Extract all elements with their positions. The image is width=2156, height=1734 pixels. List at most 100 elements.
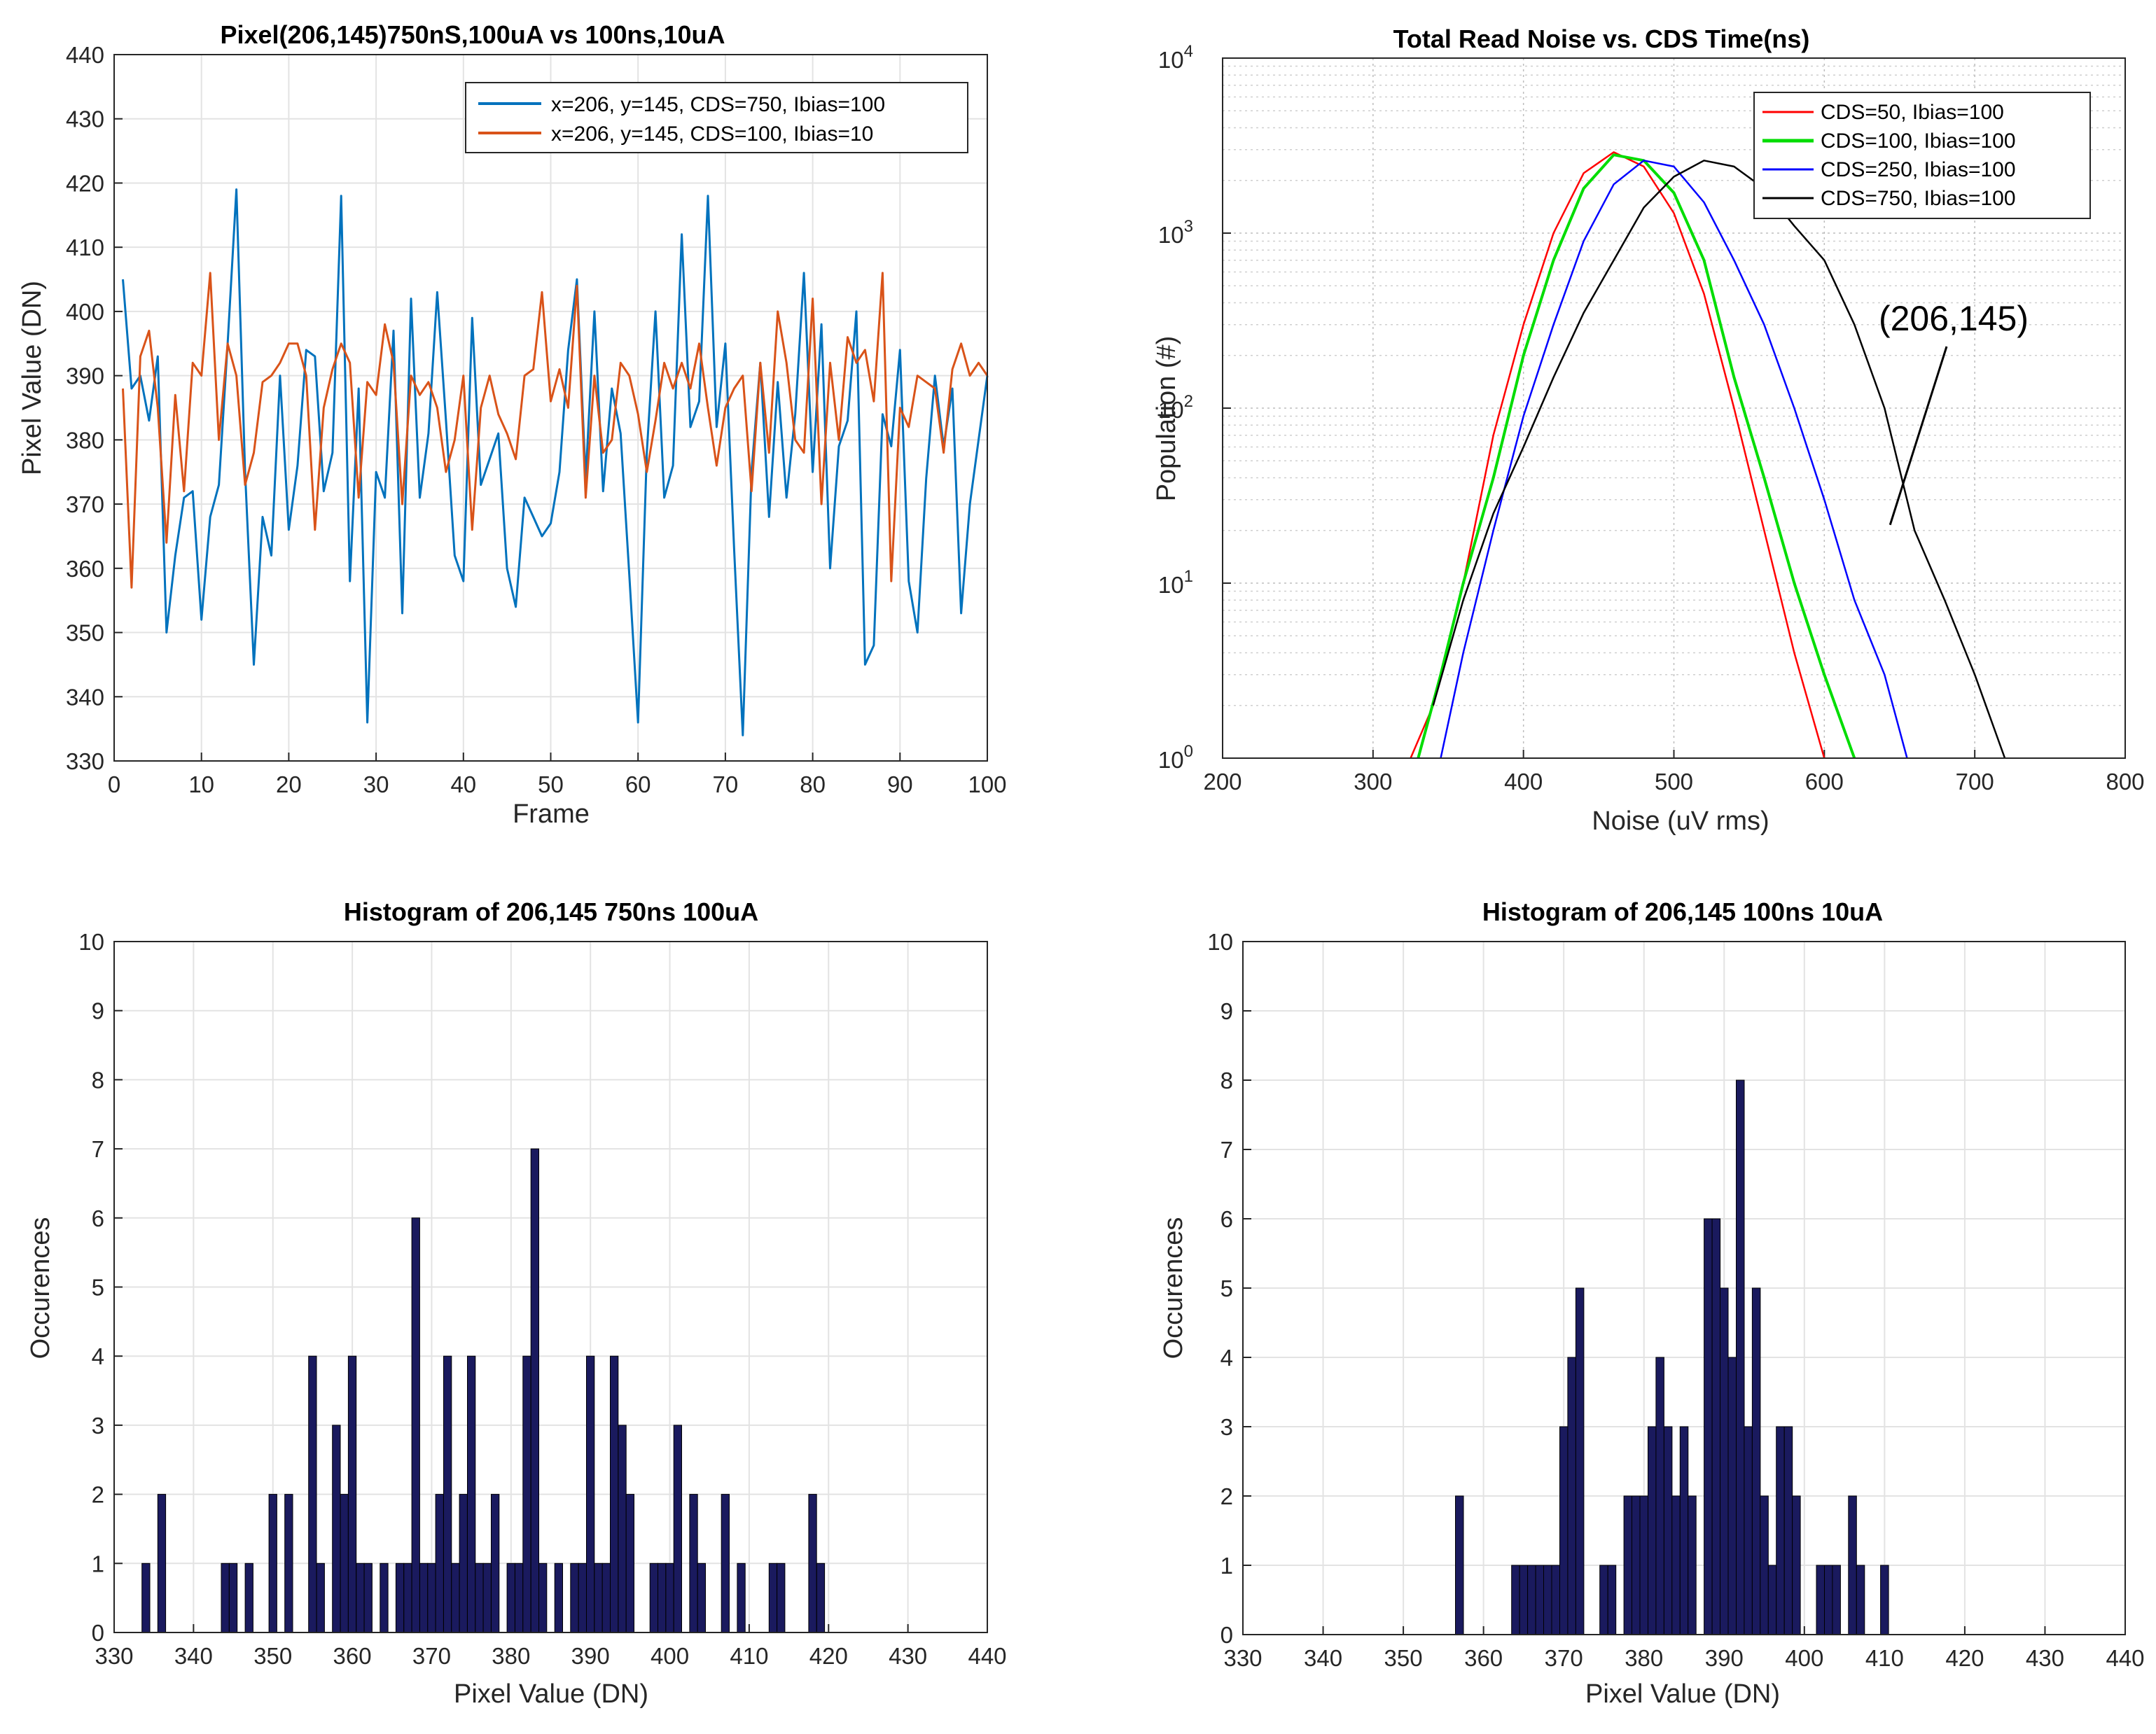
x-tick-label: 100 xyxy=(968,771,1006,797)
histogram-bar xyxy=(141,1562,151,1633)
y-axis-label: Pixel Value (DN) xyxy=(18,281,47,475)
y-tick-label: 4 xyxy=(92,1343,104,1369)
histogram-bar xyxy=(467,1355,476,1633)
y-tick-label: 360 xyxy=(66,556,104,582)
histogram-bar xyxy=(586,1355,595,1633)
x-tick-label: 30 xyxy=(363,771,389,797)
histogram-bar xyxy=(284,1494,293,1633)
x-tick-label: 400 xyxy=(1504,769,1543,795)
x-tick-label: 0 xyxy=(108,771,120,797)
histogram-bar xyxy=(1648,1426,1657,1635)
histogram-bar xyxy=(816,1562,826,1633)
y-tick-label: 10 xyxy=(78,929,104,955)
histogram-bar xyxy=(1623,1495,1633,1635)
histogram-bar xyxy=(515,1562,524,1633)
y-tick-label: 8 xyxy=(92,1067,104,1093)
read-noise-plot: Total Read Noise vs. CDS Time(ns) Noise … xyxy=(1152,25,2145,836)
y-tick-label: 7 xyxy=(1220,1137,1233,1163)
histogram-bar xyxy=(649,1562,659,1633)
histogram-bar xyxy=(1455,1495,1464,1635)
y-tick-label: 0 xyxy=(1220,1622,1233,1648)
series-line-4 xyxy=(1432,160,2006,759)
x-tick-label: 300 xyxy=(1354,769,1392,795)
y-tick-label: 420 xyxy=(66,170,104,196)
y-tick-label: 1 xyxy=(1220,1553,1233,1579)
x-axis-label: Noise (uV rms) xyxy=(1592,806,1769,836)
y-tick-label: 10 xyxy=(1207,929,1233,955)
histogram-bar xyxy=(459,1494,468,1633)
x-tick-label: 800 xyxy=(2106,769,2144,795)
x-tick-label: 50 xyxy=(538,771,564,797)
histogram-bar xyxy=(1760,1495,1769,1635)
histogram-bar xyxy=(244,1562,253,1633)
legend-label: CDS=250, Ibias=100 xyxy=(1821,158,2016,181)
histogram-bar xyxy=(308,1355,317,1633)
axes-box xyxy=(1242,941,2126,1635)
x-tick-label: 440 xyxy=(968,1643,1006,1669)
y-tick-base: 10 xyxy=(1158,572,1184,598)
histogram-bar xyxy=(427,1562,436,1633)
histogram-bar xyxy=(808,1494,817,1633)
histogram-bar xyxy=(340,1494,349,1633)
y-tick-label: 390 xyxy=(66,363,104,389)
legend-label: CDS=100, Ibias=100 xyxy=(1821,130,2016,153)
y-tick-base: 10 xyxy=(1158,747,1184,773)
x-axis-label: Frame xyxy=(513,799,590,829)
histogram-bar xyxy=(538,1562,548,1633)
histogram-bar xyxy=(1599,1565,1608,1635)
y-tick-label: 2 xyxy=(92,1482,104,1508)
histogram-bar xyxy=(1607,1565,1617,1635)
histogram-750ns-plot: Histogram of 206,145 750ns 100uA Pixel V… xyxy=(26,897,1007,1709)
histogram-bar xyxy=(443,1355,452,1633)
y-tick-label: 102 xyxy=(1158,392,1193,423)
x-tick-label: 20 xyxy=(276,771,302,797)
y-tick-exponent: 2 xyxy=(1184,392,1193,411)
y-axis-label: Population (#) xyxy=(1152,336,1181,502)
y-tick-label: 5 xyxy=(1220,1275,1233,1301)
y-tick-label: 103 xyxy=(1158,217,1193,248)
y-tick-label: 3 xyxy=(92,1413,104,1439)
histogram-bar xyxy=(356,1562,365,1633)
histogram-bar xyxy=(506,1562,515,1633)
histogram-bar xyxy=(1575,1287,1585,1635)
histogram-bar xyxy=(221,1562,230,1633)
histogram-bar xyxy=(316,1562,325,1633)
histogram-bar xyxy=(658,1562,667,1633)
x-tick-label: 430 xyxy=(2026,1645,2064,1671)
histogram-bar xyxy=(737,1562,746,1633)
histogram-bar xyxy=(1527,1565,1536,1635)
histogram-bar xyxy=(1704,1218,1713,1635)
histogram-bar xyxy=(1655,1357,1664,1635)
legend-label: x=206, y=145, CDS=100, Ibias=10 xyxy=(551,123,873,146)
y-tick-base: 10 xyxy=(1158,397,1184,423)
histogram-bar xyxy=(1736,1079,1745,1635)
histogram-bar xyxy=(601,1562,611,1633)
x-tick-label: 390 xyxy=(571,1643,610,1669)
histogram-bar xyxy=(522,1355,531,1633)
x-tick-label: 360 xyxy=(333,1643,372,1669)
histogram-bar xyxy=(721,1494,730,1633)
x-tick-label: 330 xyxy=(95,1643,133,1669)
histogram-bar xyxy=(665,1562,674,1633)
histogram-bar xyxy=(697,1562,707,1633)
x-tick-label: 400 xyxy=(1785,1645,1823,1671)
x-tick-label: 10 xyxy=(188,771,214,797)
x-tick-label: 40 xyxy=(450,771,476,797)
histogram-bar xyxy=(625,1494,635,1633)
plot-title: Total Read Noise vs. CDS Time(ns) xyxy=(1393,25,1810,53)
x-tick-label: 600 xyxy=(1805,769,1844,795)
histogram-bar xyxy=(1832,1565,1841,1635)
x-axis-label: Pixel Value (DN) xyxy=(454,1679,648,1709)
y-tick-label: 6 xyxy=(1220,1206,1233,1232)
series-line-2 xyxy=(1417,153,1856,759)
axes-box xyxy=(113,941,988,1633)
x-tick-label: 700 xyxy=(1956,769,1994,795)
y-tick-label: 101 xyxy=(1158,567,1193,598)
plot-title: Histogram of 206,145 750ns 100uA xyxy=(344,897,758,926)
histogram-bar xyxy=(1551,1565,1560,1635)
y-tick-label: 8 xyxy=(1220,1068,1233,1093)
histogram-bar xyxy=(1559,1426,1569,1635)
x-tick-label: 60 xyxy=(625,771,651,797)
y-tick-label: 7 xyxy=(92,1136,104,1162)
x-tick-label: 90 xyxy=(887,771,913,797)
